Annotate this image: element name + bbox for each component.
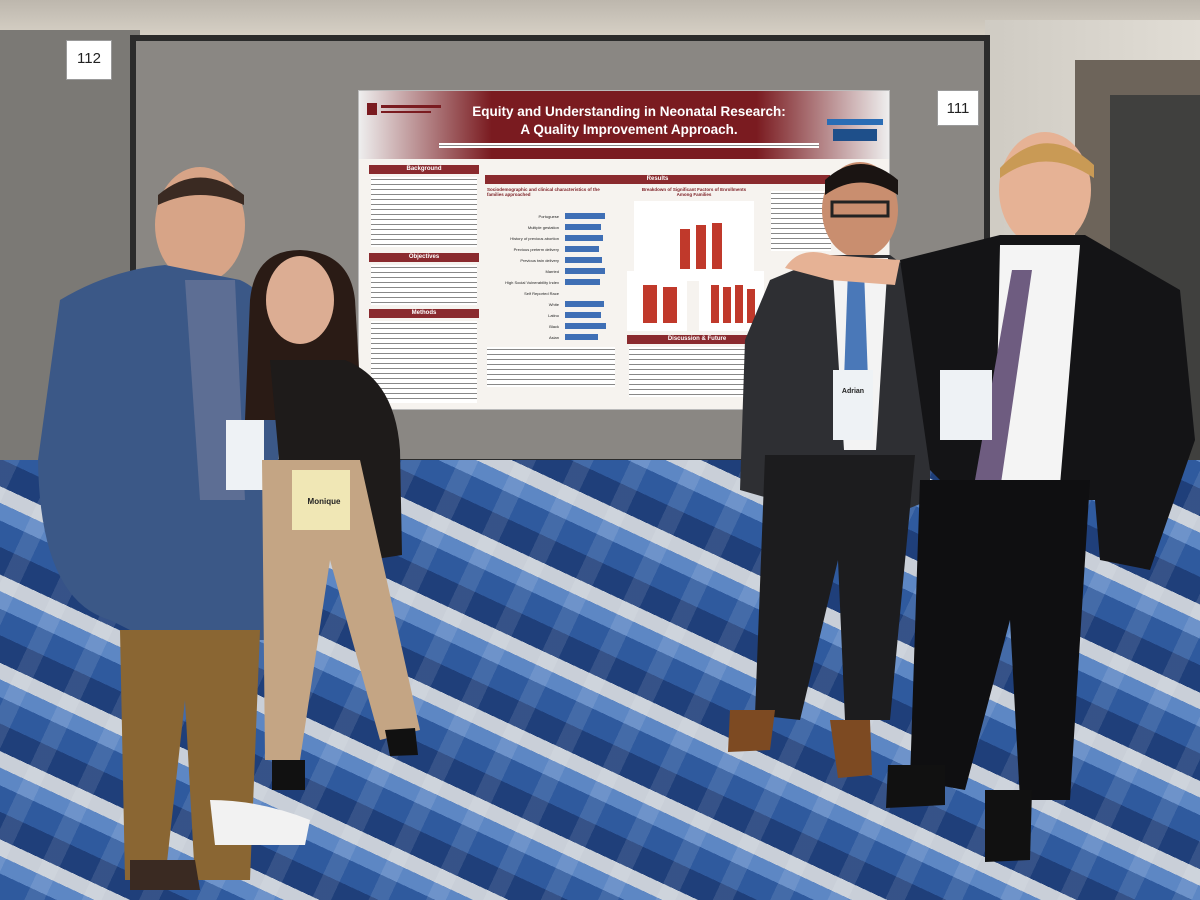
- hbar: [565, 334, 598, 340]
- vbar: [696, 225, 706, 269]
- row-label: Latino: [548, 313, 559, 318]
- person-man-blond: [785, 132, 1195, 862]
- hbar: [565, 301, 604, 307]
- vbar: [663, 287, 677, 323]
- society-logo-right: [827, 117, 883, 145]
- section-discussion: Discussion & Future: [627, 335, 767, 344]
- row-label: Portuguese: [538, 214, 559, 219]
- poster-authors: [439, 143, 819, 148]
- vbar: [711, 285, 719, 323]
- poster-title-line1: Equity and Understanding in Neonatal Res…: [472, 104, 786, 119]
- hbar: [565, 246, 599, 252]
- row-label: Asian: [548, 335, 559, 340]
- badge-name-2: Adrian: [841, 388, 865, 395]
- results-subtitle-left: Sociodemographic and clinical characteri…: [487, 187, 600, 197]
- hbar: [565, 213, 605, 219]
- hbar: [565, 279, 600, 285]
- vbar: [735, 285, 743, 323]
- vertical-bar-chart-1: [634, 201, 754, 281]
- hbar: [565, 323, 606, 329]
- poster-title: Equity and Understanding in Neonatal Res…: [469, 103, 789, 139]
- row-label: Self Reported Race: [524, 291, 559, 296]
- vertical-bar-chart-2: [627, 271, 687, 331]
- row-label: Married: [545, 269, 559, 274]
- methods-text: [371, 321, 477, 403]
- section-methods: Methods: [369, 309, 479, 318]
- row-label: Black: [549, 324, 559, 329]
- results-text: [487, 347, 615, 387]
- horizontal-bar-chart: [565, 211, 615, 343]
- row-label: High Social Vulnerability Index: [505, 280, 559, 285]
- hbar: [565, 257, 602, 263]
- section-objectives: Objectives: [369, 253, 479, 262]
- institution-logo-left: [367, 97, 447, 127]
- hbar: [565, 224, 601, 230]
- booth-number-112: 112: [66, 40, 112, 80]
- badge-name-1: Monique: [307, 497, 341, 506]
- row-labels: Portuguese Multiple gestation History of…: [487, 211, 559, 343]
- row-label: Previous preterm delivery: [513, 247, 559, 252]
- person-man-glasses: [728, 162, 930, 778]
- section-background: Background: [369, 165, 479, 174]
- background-text: [371, 177, 477, 247]
- person-woman: [245, 250, 420, 790]
- hbar: [565, 268, 605, 274]
- poster-title-line2: A Quality Improvement Approach.: [520, 122, 738, 137]
- hbar: [565, 235, 603, 241]
- vertical-bar-chart-3: [699, 271, 764, 331]
- vbar: [712, 223, 722, 269]
- vbar: [680, 229, 690, 269]
- results-subtitle-right: Breakdown of Significant Factors of Enro…: [641, 187, 747, 197]
- section-results: Results: [485, 175, 830, 184]
- row-label: White: [548, 302, 559, 307]
- vbar: [723, 287, 731, 323]
- row-label: History of previous abortion: [510, 236, 559, 241]
- table-text: [771, 191, 831, 251]
- vbar: [643, 285, 657, 323]
- objectives-text: [371, 265, 477, 305]
- hbar: [565, 312, 601, 318]
- row-label: Multiple gestation: [527, 225, 559, 230]
- person-man-blue-blazer: [38, 167, 310, 890]
- discussion-text: [629, 347, 765, 397]
- booth-number-111: 111: [937, 90, 979, 126]
- vbar: [747, 289, 755, 323]
- row-label: Previous twin delivery: [520, 258, 559, 263]
